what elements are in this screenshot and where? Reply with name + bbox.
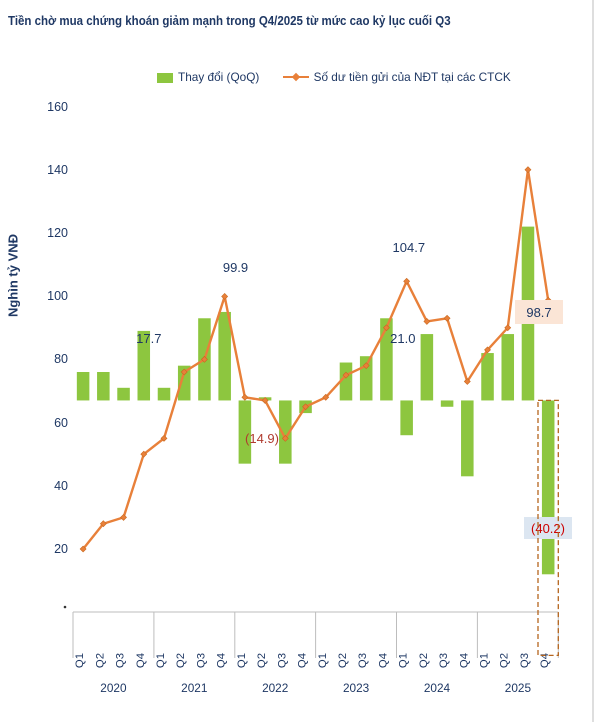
svg-text:17.7: 17.7	[136, 331, 161, 346]
svg-text:Q1: Q1	[317, 653, 329, 668]
svg-text:120: 120	[47, 226, 68, 240]
svg-text:99.9: 99.9	[223, 260, 248, 275]
svg-text:Q1: Q1	[74, 653, 86, 668]
svg-text:Q1: Q1	[479, 653, 491, 668]
svg-text:Q4: Q4	[135, 653, 147, 668]
svg-text:Q4: Q4	[297, 653, 309, 668]
svg-text:2022: 2022	[262, 681, 288, 695]
svg-text:2020: 2020	[100, 681, 127, 695]
svg-text:2025: 2025	[505, 681, 532, 695]
svg-text:Q1: Q1	[155, 653, 167, 668]
svg-text:Q4: Q4	[458, 653, 470, 668]
svg-text:21.0: 21.0	[390, 331, 415, 346]
svg-text:Q2: Q2	[337, 653, 349, 668]
svg-text:2024: 2024	[424, 681, 451, 695]
svg-text:Q1: Q1	[398, 653, 410, 668]
svg-text:Q3: Q3	[519, 653, 531, 668]
svg-text:Q3: Q3	[195, 653, 207, 668]
svg-text:20: 20	[54, 542, 68, 556]
svg-text:2021: 2021	[181, 681, 207, 695]
svg-text:98.7: 98.7	[526, 305, 551, 320]
svg-text:Q4: Q4	[216, 653, 228, 668]
svg-text:Q2: Q2	[418, 653, 430, 668]
svg-text:60: 60	[54, 416, 68, 430]
svg-text:Q3: Q3	[115, 653, 127, 668]
svg-text:Q2: Q2	[94, 653, 106, 668]
svg-text:(14.9): (14.9)	[245, 431, 279, 446]
svg-text:104.7: 104.7	[393, 240, 426, 255]
svg-text:2023: 2023	[343, 681, 370, 695]
svg-text:Q2: Q2	[499, 653, 511, 668]
svg-text:80: 80	[54, 352, 68, 366]
svg-text:(40.2): (40.2)	[531, 521, 565, 536]
svg-text:140: 140	[47, 163, 68, 177]
svg-text:Q1: Q1	[236, 653, 248, 668]
svg-text:Q3: Q3	[276, 653, 288, 668]
svg-text:Q2: Q2	[256, 653, 268, 668]
svg-text:Q3: Q3	[357, 653, 369, 668]
svg-text:Q4: Q4	[377, 653, 389, 668]
svg-text:100: 100	[47, 289, 68, 303]
svg-text:Q2: Q2	[175, 653, 187, 668]
svg-text:160: 160	[47, 100, 68, 114]
svg-text:Q3: Q3	[438, 653, 450, 668]
svg-text:40: 40	[54, 479, 68, 493]
